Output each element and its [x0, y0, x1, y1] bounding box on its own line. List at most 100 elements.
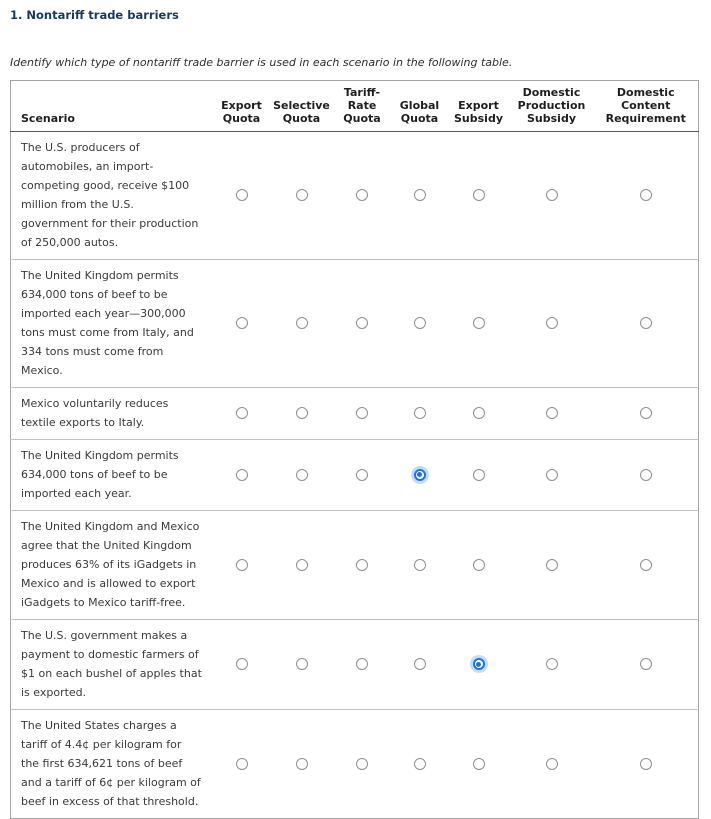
radio-row4-global-quota[interactable]	[413, 468, 426, 481]
radio-row7-global-quota[interactable]	[413, 757, 426, 770]
radio-cell	[593, 619, 699, 710]
radio-row7-export-quota[interactable]	[235, 757, 248, 770]
radio-cell	[509, 387, 594, 440]
radio-cell	[332, 439, 392, 511]
radio-cell	[270, 387, 333, 440]
radio-row4-export-subsidy[interactable]	[472, 468, 485, 481]
radio-cell	[391, 259, 448, 388]
radio-row1-domestic-content-requirement[interactable]	[639, 189, 652, 201]
radio-cell	[332, 510, 392, 620]
radio-row5-global-quota[interactable]	[413, 558, 426, 571]
radio-cell	[594, 132, 699, 260]
radio-cell	[447, 619, 510, 710]
radio-cell	[212, 619, 271, 710]
radio-cell	[447, 510, 510, 620]
radio-cell	[509, 510, 594, 620]
radio-row2-export-quota[interactable]	[235, 317, 248, 329]
radio-cell	[447, 439, 510, 511]
radio-cell	[391, 439, 448, 511]
radio-row5-export-subsidy[interactable]	[472, 558, 485, 571]
radio-row4-selective-quota[interactable]	[295, 468, 308, 481]
column-header-tariff-rate-quota: Tariff-Rate Quota	[332, 80, 392, 132]
radio-row6-domestic-content-requirement[interactable]	[639, 658, 652, 670]
column-header-scenario: Scenario	[10, 80, 213, 132]
radio-row2-domestic-content-requirement[interactable]	[639, 317, 652, 329]
radio-row1-tariff-rate-quota[interactable]	[356, 189, 368, 201]
radio-row7-export-subsidy[interactable]	[472, 757, 485, 770]
page-title: 1. Nontariff trade barriers	[10, 8, 179, 22]
scenario-cell: The United Kingdom and Mexico agree that…	[10, 510, 213, 620]
radio-row7-tariff-rate-quota[interactable]	[356, 757, 368, 770]
radio-row6-domestic-production-subsidy[interactable]	[545, 658, 558, 670]
radio-cell	[509, 709, 594, 819]
scenario-cell: The United Kingdom permits 634,000 tons …	[10, 259, 213, 388]
radio-cell	[593, 387, 699, 440]
column-header-export-quota: Export Quota	[212, 80, 271, 132]
radio-row4-export-quota[interactable]	[235, 468, 248, 481]
radio-row7-selective-quota[interactable]	[295, 757, 308, 770]
radio-row3-domestic-content-requirement[interactable]	[639, 407, 652, 419]
table-row: Mexico voluntarily reduces textile expor…	[10, 387, 699, 440]
radio-row5-tariff-rate-quota[interactable]	[356, 558, 368, 571]
radio-row3-global-quota[interactable]	[413, 407, 426, 419]
radio-row6-tariff-rate-quota[interactable]	[356, 658, 368, 670]
scenario-cell: The United States charges a tariff of 4.…	[10, 709, 213, 819]
radio-row1-export-quota[interactable]	[235, 189, 248, 201]
radio-row7-domestic-content-requirement[interactable]	[639, 757, 652, 770]
radio-cell	[212, 439, 271, 511]
barriers-table: Scenario Export Quota Selective Quota Ta…	[10, 80, 699, 819]
radio-row4-tariff-rate-quota[interactable]	[356, 468, 368, 481]
radio-row5-selective-quota[interactable]	[295, 558, 308, 571]
radio-cell	[270, 439, 333, 511]
radio-row6-export-subsidy[interactable]	[472, 658, 485, 670]
radio-cell	[593, 259, 699, 388]
scenario-cell: Mexico voluntarily reduces textile expor…	[10, 387, 213, 440]
radio-row1-selective-quota[interactable]	[295, 189, 308, 201]
table-row: The United Kingdom and Mexico agree that…	[10, 510, 699, 620]
radio-row6-global-quota[interactable]	[413, 658, 426, 670]
scenario-cell: The United Kingdom permits 634,000 tons …	[10, 439, 213, 511]
table-body: The U.S. producers of automobiles, an im…	[10, 132, 699, 819]
radio-cell	[593, 709, 699, 819]
radio-row2-domestic-production-subsidy[interactable]	[545, 317, 558, 329]
table-row: The United Kingdom permits 634,000 tons …	[10, 439, 699, 511]
radio-row5-domestic-content-requirement[interactable]	[639, 558, 652, 571]
table-row: The United States charges a tariff of 4.…	[10, 709, 699, 819]
radio-row5-export-quota[interactable]	[235, 558, 248, 571]
table-row: The U.S. government makes a payment to d…	[10, 619, 699, 710]
radio-cell	[593, 439, 699, 511]
radio-cell	[447, 709, 510, 819]
radio-cell	[333, 132, 392, 260]
radio-row3-selective-quota[interactable]	[295, 407, 308, 419]
radio-row2-tariff-rate-quota[interactable]	[356, 317, 368, 329]
radio-cell	[509, 439, 594, 511]
radio-cell	[212, 259, 271, 388]
radio-row3-export-quota[interactable]	[235, 407, 248, 419]
radio-row3-tariff-rate-quota[interactable]	[356, 407, 368, 419]
radio-cell	[270, 259, 333, 388]
radio-cell	[270, 709, 333, 819]
radio-row7-domestic-production-subsidy[interactable]	[545, 757, 558, 770]
radio-row2-export-subsidy[interactable]	[472, 317, 485, 329]
radio-row3-domestic-production-subsidy[interactable]	[545, 407, 558, 419]
radio-cell	[447, 259, 510, 388]
radio-row6-selective-quota[interactable]	[295, 658, 308, 670]
header-row: Scenario Export Quota Selective Quota Ta…	[10, 80, 699, 132]
radio-row3-export-subsidy[interactable]	[472, 407, 485, 419]
table-row: The United Kingdom permits 634,000 tons …	[10, 259, 699, 388]
radio-cell	[447, 387, 510, 440]
radio-cell	[391, 619, 448, 710]
radio-row6-export-quota[interactable]	[235, 658, 248, 670]
radio-row2-global-quota[interactable]	[413, 317, 426, 329]
radio-row5-domestic-production-subsidy[interactable]	[545, 558, 558, 571]
radio-row2-selective-quota[interactable]	[295, 317, 308, 329]
radio-cell	[448, 132, 510, 260]
radio-row1-global-quota[interactable]	[413, 189, 426, 201]
scenario-cell: The U.S. producers of automobiles, an im…	[21, 141, 199, 249]
radio-row1-domestic-production-subsidy[interactable]	[545, 189, 558, 201]
radio-row4-domestic-content-requirement[interactable]	[639, 468, 652, 481]
radio-row4-domestic-production-subsidy[interactable]	[545, 468, 558, 481]
radio-row1-export-subsidy[interactable]	[472, 189, 485, 201]
radio-cell	[332, 387, 392, 440]
